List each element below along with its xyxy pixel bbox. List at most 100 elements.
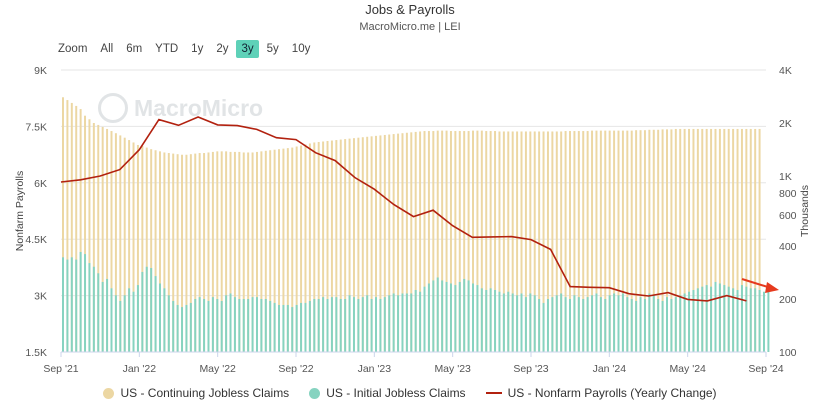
x-axis-tick-label: May '22 bbox=[199, 363, 236, 375]
initial-claims-bar bbox=[84, 254, 87, 352]
continuing-claims-bar bbox=[542, 131, 545, 352]
continuing-claims-bar bbox=[216, 151, 219, 352]
continuing-claims-bar bbox=[229, 151, 232, 352]
right-axis-tick-label: 4K bbox=[779, 65, 792, 77]
initial-claims-bar bbox=[313, 299, 316, 352]
continuing-claims-bar bbox=[269, 150, 272, 352]
initial-claims-bar bbox=[344, 299, 347, 352]
x-axis-tick-label: Sep '21 bbox=[43, 363, 78, 375]
continuing-claims-bar bbox=[361, 137, 364, 352]
initial-claims-bar bbox=[564, 297, 567, 352]
continuing-claims-bar bbox=[511, 131, 514, 352]
continuing-claims-bar bbox=[75, 105, 78, 353]
initial-claims-bar bbox=[688, 291, 691, 352]
initial-claims-bar bbox=[383, 297, 386, 352]
initial-claims-bar bbox=[661, 300, 664, 352]
continuing-claims-bar bbox=[167, 153, 170, 352]
zoom-bar: Zoom All 6m YTD 1y 2y 3y 5y 10y bbox=[58, 40, 318, 58]
initial-claims-bar bbox=[167, 295, 170, 352]
continuing-claims-bar bbox=[666, 129, 668, 352]
initial-claims-bar bbox=[569, 299, 571, 352]
continuing-claims-bar bbox=[569, 131, 571, 352]
initial-claims-bar bbox=[458, 281, 461, 352]
legend-item-continuing-claims[interactable]: US - Continuing Jobless Claims bbox=[103, 386, 289, 400]
right-axis-tick-label: 1K bbox=[779, 171, 792, 183]
continuing-claims-bar bbox=[70, 102, 73, 353]
continuing-claims-bar bbox=[745, 128, 748, 352]
continuing-claims-bar bbox=[322, 141, 325, 352]
initial-claims-bar bbox=[322, 297, 325, 352]
zoom-1y-button[interactable]: 1y bbox=[191, 43, 204, 55]
initial-claims-bar bbox=[410, 293, 413, 352]
continuing-claims-bar bbox=[494, 131, 497, 352]
x-axis-tick-label: Jan '23 bbox=[358, 363, 392, 375]
initial-claims-bar bbox=[630, 299, 633, 352]
initial-claims-bar bbox=[260, 299, 263, 352]
initial-claims-bar bbox=[229, 293, 232, 352]
initial-claims-bar bbox=[449, 283, 452, 352]
nonfarm-payrolls-line bbox=[60, 116, 747, 302]
continuing-claims-bar bbox=[538, 131, 541, 352]
continuing-claims-bar bbox=[339, 139, 342, 352]
initial-claims-bar bbox=[361, 297, 364, 352]
continuing-claims-bar bbox=[66, 100, 69, 352]
initial-claims-bar bbox=[599, 297, 602, 352]
initial-claims-bar bbox=[573, 295, 576, 352]
initial-claims-bar bbox=[106, 278, 109, 352]
continuing-claims-bar bbox=[630, 130, 633, 352]
initial-claims-bar bbox=[727, 286, 730, 352]
continuing-claims-bar bbox=[599, 130, 602, 352]
continuing-claims-bar bbox=[286, 148, 289, 352]
initial-claims-bar bbox=[498, 291, 501, 352]
initial-claims-bar bbox=[613, 293, 616, 352]
continuing-claims-bar bbox=[608, 130, 611, 352]
continuing-claims-bar bbox=[158, 151, 161, 352]
zoom-3y-button[interactable]: 3y bbox=[236, 40, 259, 58]
initial-claims-bar bbox=[436, 277, 439, 352]
initial-claims-bar bbox=[657, 299, 660, 352]
initial-claims-bar bbox=[150, 268, 153, 352]
continuing-claims-bar bbox=[758, 128, 761, 352]
initial-claims-bar bbox=[79, 251, 82, 352]
continuing-claims-bar bbox=[613, 130, 616, 352]
initial-claims-bar bbox=[423, 286, 426, 352]
x-axis-tick-label: Sep '23 bbox=[513, 363, 548, 375]
continuing-claims-bar bbox=[635, 130, 638, 352]
initial-claims-bar bbox=[114, 295, 117, 352]
continuing-claims-bar bbox=[181, 154, 184, 352]
x-axis-tick-label: Jan '22 bbox=[123, 363, 157, 375]
continuing-claims-bar bbox=[308, 143, 311, 352]
initial-claims-bar bbox=[154, 276, 157, 352]
initial-claims-bar bbox=[370, 299, 373, 352]
initial-claims-bar bbox=[745, 286, 748, 352]
x-axis-tick-label: Sep '22 bbox=[278, 363, 313, 375]
legend-item-initial-claims[interactable]: US - Initial Jobless Claims bbox=[309, 386, 466, 400]
zoom-5y-button[interactable]: 5y bbox=[266, 43, 279, 55]
continuing-claims-bar bbox=[84, 115, 87, 352]
annotation-arrow-icon bbox=[765, 282, 779, 293]
initial-claims-bar bbox=[511, 293, 514, 352]
continuing-claims-bar bbox=[573, 131, 576, 352]
continuing-claims-bar bbox=[295, 146, 298, 352]
continuing-claims-bar bbox=[145, 147, 148, 352]
initial-claims-bar bbox=[388, 295, 391, 352]
continuing-claims-bar bbox=[119, 135, 122, 352]
zoom-2y-button[interactable]: 2y bbox=[216, 43, 229, 55]
continuing-claims-bar bbox=[736, 128, 739, 352]
initial-claims-bar bbox=[405, 293, 408, 352]
zoom-10y-button[interactable]: 10y bbox=[291, 43, 311, 55]
initial-claims-bar bbox=[767, 291, 770, 352]
continuing-claims-bar bbox=[489, 131, 492, 352]
left-axis-tick-label: 6K bbox=[34, 178, 47, 190]
initial-claims-bar bbox=[758, 290, 761, 352]
continuing-claims-bar bbox=[564, 131, 567, 352]
initial-claims-bar bbox=[427, 283, 430, 352]
continuing-claims-bar bbox=[106, 128, 109, 352]
continuing-claims-bar bbox=[507, 131, 510, 352]
zoom-ytd-button[interactable]: YTD bbox=[155, 43, 179, 55]
zoom-all-button[interactable]: All bbox=[100, 43, 114, 55]
continuing-claims-bar bbox=[657, 129, 660, 352]
initial-claims-bar bbox=[330, 297, 333, 352]
legend-item-nonfarm-payrolls[interactable]: US - Nonfarm Payrolls (Yearly Change) bbox=[485, 386, 717, 400]
zoom-6m-button[interactable]: 6m bbox=[126, 43, 143, 55]
